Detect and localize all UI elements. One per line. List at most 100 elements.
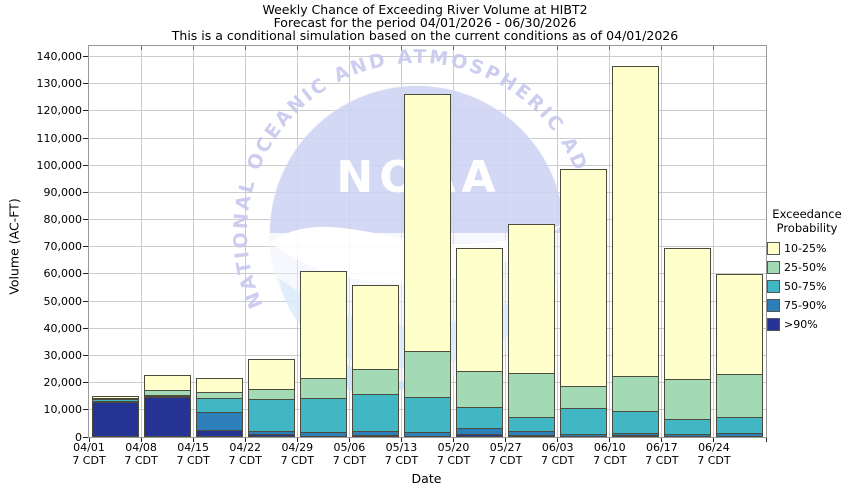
chart-subtitle: Forecast for the period 04/01/2026 - 06/… [273, 15, 577, 30]
v-gridline [557, 46, 559, 437]
x-tick-label: 04/29 7 CDT [271, 441, 323, 467]
x-tick-label: 05/06 7 CDT [323, 441, 375, 467]
x-tick-mark [661, 438, 663, 442]
y-tick-label: 80,000 [43, 213, 83, 227]
x-tick-date: 06/24 [698, 441, 730, 454]
y-tick-mark [83, 354, 88, 356]
x-tick-date: 06/10 [593, 441, 626, 454]
x-tick-top [453, 46, 455, 50]
bar-segment [508, 417, 556, 432]
y-tick-mark [83, 436, 88, 438]
bar-segment [456, 406, 504, 429]
bar-segment [299, 271, 347, 380]
x-tick-time: 7 CDT [228, 454, 262, 467]
y-tick-label: 40,000 [43, 321, 83, 335]
x-tick-date: 05/06 [333, 441, 366, 454]
y-tick-mark [83, 219, 88, 221]
bar-segment [456, 370, 504, 408]
x-tick-label: 04/01 7 CDT [63, 441, 115, 467]
bar-segment [612, 410, 660, 434]
x-tick-top [192, 46, 194, 50]
bar-segment [195, 429, 243, 437]
legend-item: 25-50% [767, 258, 850, 277]
legend-swatch [767, 242, 780, 255]
bar-segment [716, 373, 764, 419]
y-tick-mark [83, 83, 88, 85]
legend-title-line2: Probability [776, 221, 838, 235]
x-tick-label: 06/10 7 CDT [584, 441, 636, 467]
x-tick-top [400, 46, 402, 50]
y-tick-label: 10,000 [43, 403, 83, 417]
v-gridline [140, 46, 142, 437]
y-tick-label: 50,000 [43, 294, 83, 308]
y-tick-label: 0 [75, 430, 82, 444]
legend-title-line1: Exceedance [772, 207, 842, 221]
bar-segment [247, 359, 295, 391]
x-tick-label: 06/24 7 CDT [688, 441, 740, 467]
legend-swatch [767, 318, 780, 331]
plot-area: NOAA NATIONAL OCEANIC AND ATMOSPHERIC AD… [88, 45, 767, 438]
y-tick-mark [83, 273, 88, 275]
bar-segment [456, 427, 504, 436]
v-gridline [244, 46, 246, 437]
x-tick-time: 7 CDT [332, 454, 367, 467]
bar-segment [403, 351, 452, 398]
x-tick-mark [296, 438, 298, 442]
legend-item: 10-25% [767, 239, 850, 258]
bar-segment [195, 397, 243, 413]
x-tick-mark [765, 438, 767, 442]
x-tick-mark [348, 438, 350, 442]
x-tick-label: 05/13 7 CDT [375, 441, 427, 467]
x-tick-mark [192, 438, 194, 442]
y-tick-mark [83, 300, 88, 302]
bar-segment [403, 93, 452, 353]
legend-item: >90% [767, 315, 850, 334]
x-tick-label: 04/22 7 CDT [219, 441, 271, 467]
x-tick-label: 06/17 7 CDT [636, 441, 688, 467]
x-tick-top [140, 46, 142, 50]
legend-swatch [767, 261, 780, 274]
x-tick-mark [713, 438, 715, 442]
v-gridline [661, 46, 663, 437]
bar-segment [351, 285, 399, 371]
x-tick-top [557, 46, 559, 50]
x-tick-top [244, 46, 246, 50]
v-gridline [713, 46, 715, 437]
bar-segment [664, 247, 712, 381]
legend-swatch [767, 299, 780, 312]
bar-segment [664, 379, 712, 421]
bar-segment [508, 373, 556, 419]
x-tick-time: 7 CDT [541, 454, 575, 467]
chart-title: Weekly Chance of Exceeding River Volume … [262, 2, 588, 17]
bar-segment [560, 386, 608, 409]
y-tick-label: 60,000 [43, 267, 83, 281]
y-tick-label: 140,000 [36, 50, 83, 63]
bar-segment [664, 419, 712, 436]
y-tick-mark [83, 409, 88, 411]
h-gridline [89, 56, 766, 57]
x-tick-date: 06/17 [645, 441, 678, 454]
x-tick-date: 04/01 [73, 441, 105, 454]
legend-swatch [767, 280, 780, 293]
x-tick-mark [609, 438, 611, 442]
h-gridline [89, 83, 766, 85]
y-tick-mark [83, 110, 88, 112]
y-tick-mark [83, 137, 88, 139]
bar-segment [247, 399, 295, 432]
x-tick-mark [453, 438, 455, 442]
bar-segment [508, 223, 556, 375]
bar-segment [560, 169, 608, 388]
bar-segment [612, 66, 660, 377]
bar-segment [351, 369, 399, 396]
chart-note: This is a conditional simulation based o… [171, 28, 679, 43]
y-tick-label: 130,000 [36, 77, 83, 91]
bar-segment [91, 395, 139, 400]
y-tick-mark [83, 56, 88, 57]
legend: Exceedance Probability 10-25% 25-50% 50-75… [764, 207, 850, 334]
bar-segment [716, 274, 764, 375]
x-tick-date: 04/08 [125, 441, 157, 454]
y-tick-label: 90,000 [43, 185, 83, 199]
y-tick-label: 30,000 [43, 348, 83, 362]
x-tick-time: 7 CDT [176, 454, 210, 467]
x-tick-time: 7 CDT [280, 454, 314, 467]
